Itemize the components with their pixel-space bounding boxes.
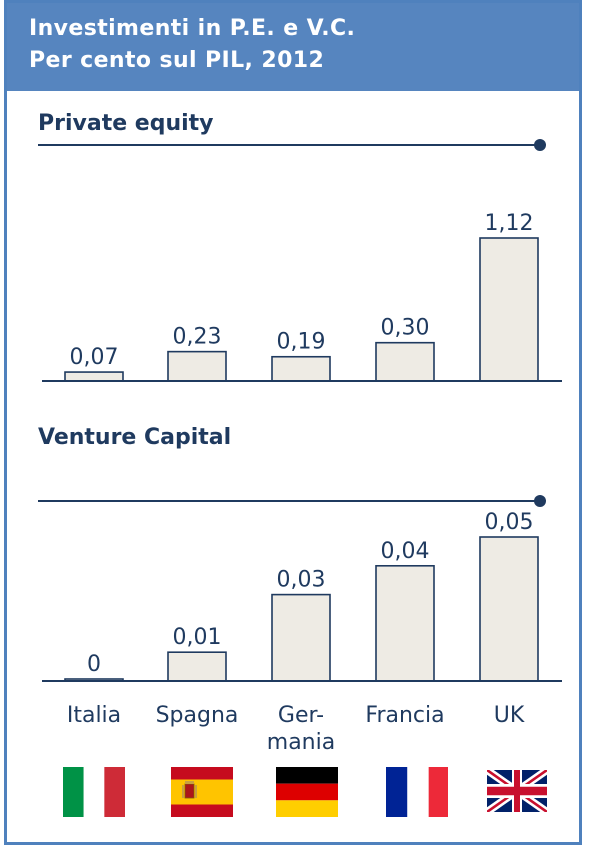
header-banner: Investimenti in P.E. e V.C. Per cento su… xyxy=(7,3,579,91)
vc-value-label: 0,03 xyxy=(277,568,326,593)
country-label: Italia xyxy=(66,703,122,728)
vc-bar-francia xyxy=(375,564,435,682)
pe-value-label: 0,23 xyxy=(173,325,222,350)
pe-section-title: Private equity xyxy=(38,111,214,136)
pe-value-label: 1,12 xyxy=(485,211,534,236)
vc-section-title: Venture Capital xyxy=(38,425,232,450)
header-subtitle: Per cento sul PIL, 2012 xyxy=(29,48,325,73)
vc-bar-spagna xyxy=(167,651,227,682)
pe-bar-uk xyxy=(479,237,539,382)
country-label: Francia xyxy=(365,703,445,728)
vc-bar-germania xyxy=(271,593,331,682)
country-label: Ger- mania xyxy=(266,703,336,755)
pe-rule-dot xyxy=(534,139,546,151)
vc-value-label: 0,01 xyxy=(173,625,222,650)
pe-bar-francia xyxy=(375,341,435,382)
vc-bar-uk xyxy=(479,536,539,682)
vc-value-label: 0,05 xyxy=(485,510,534,535)
pe-value-label: 0,07 xyxy=(70,345,119,370)
chart-frame: Investimenti in P.E. e V.C. Per cento su… xyxy=(4,0,582,845)
country-label: Spagna xyxy=(155,703,239,728)
vc-value-label: 0 xyxy=(87,652,101,677)
pe-value-label: 0,30 xyxy=(381,316,430,341)
italy-flag-icon xyxy=(63,767,125,817)
pe-bar-italia xyxy=(64,371,124,382)
france-flag-icon xyxy=(386,767,448,817)
pe-title-rule xyxy=(38,144,540,146)
spain-flag-icon xyxy=(171,767,233,817)
vc-rule-dot xyxy=(534,495,546,507)
pe-bar-germania xyxy=(271,355,331,382)
vc-value-label: 0,04 xyxy=(381,539,430,564)
pe-bar-spagna xyxy=(167,350,227,382)
uk-flag-icon xyxy=(487,770,547,812)
vc-title-rule xyxy=(38,500,540,502)
pe-value-label: 0,19 xyxy=(277,330,326,355)
header-title: Investimenti in P.E. e V.C. xyxy=(29,16,356,41)
germany-flag-icon xyxy=(276,767,338,817)
country-label: UK xyxy=(493,703,525,728)
